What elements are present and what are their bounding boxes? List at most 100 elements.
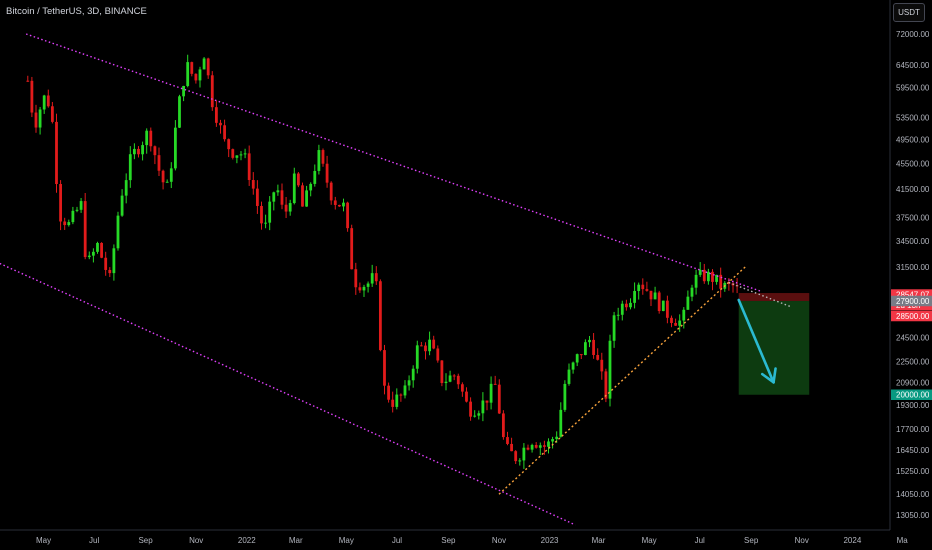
candle-body	[124, 180, 128, 196]
candle-body	[444, 381, 448, 384]
y-tick-label: 22500.00	[896, 358, 930, 367]
y-tick-label: 20900.00	[896, 378, 930, 387]
price-tag-bg	[891, 295, 932, 307]
candle-body	[145, 130, 149, 146]
candle-body	[305, 190, 308, 207]
y-tick-label: 14050.00	[896, 490, 930, 499]
candle-body	[637, 284, 641, 291]
price-tag-label: 27900.00	[896, 297, 930, 306]
candle-body	[415, 345, 419, 369]
candle-body	[280, 190, 284, 205]
candle-body	[579, 354, 583, 356]
y-tick-label: 17700.00	[896, 425, 930, 434]
x-tick-label: Jul	[392, 536, 402, 545]
candle-body	[313, 170, 317, 184]
candle-body	[79, 201, 83, 210]
candle-body	[235, 155, 239, 158]
candle-body	[329, 182, 333, 201]
candle-body	[374, 273, 378, 282]
x-tick-label: Ma	[897, 536, 909, 545]
candle-body	[608, 340, 612, 399]
candle-body	[538, 445, 542, 448]
candle-body	[210, 75, 214, 108]
currency-button[interactable]: USDT	[893, 3, 925, 22]
x-tick-label: 2022	[238, 536, 256, 545]
y-tick-label: 45500.00	[896, 159, 930, 168]
y-tick-label: 16450.00	[896, 446, 930, 455]
candle-body	[448, 375, 452, 382]
candle-body	[292, 173, 296, 204]
candle-body	[268, 201, 272, 223]
candle-body	[583, 342, 587, 356]
candle-body	[141, 145, 144, 155]
candle-body	[231, 149, 235, 158]
candle-body	[653, 292, 657, 300]
candle-body	[42, 95, 46, 110]
price-tag-label: 20000.00	[896, 391, 930, 400]
price-tag-bg	[891, 310, 932, 322]
candle-body	[227, 139, 231, 150]
candle-body	[71, 210, 75, 223]
candle-body	[219, 122, 222, 126]
candle-body	[629, 302, 632, 308]
candle-body	[276, 190, 280, 193]
candle-body	[428, 339, 431, 352]
candle-body	[161, 170, 165, 183]
candle-body	[514, 451, 518, 462]
candle-body	[424, 345, 427, 352]
candle-body	[694, 274, 698, 288]
candle-body	[727, 282, 731, 284]
candle-body	[260, 205, 263, 224]
candle-body	[489, 383, 493, 403]
candle-body	[198, 69, 202, 81]
candle-body	[194, 73, 198, 81]
candle-body	[317, 150, 321, 171]
candle-body	[661, 300, 665, 312]
candle-body	[34, 112, 38, 128]
candle-body	[342, 202, 345, 207]
candle-body	[542, 445, 546, 447]
candle-body	[399, 394, 403, 396]
candle-body	[321, 150, 325, 164]
candle-body	[55, 121, 58, 185]
candle-body	[460, 384, 464, 392]
candle-body	[178, 96, 181, 128]
candle-body	[702, 269, 706, 282]
candle-body	[247, 153, 251, 181]
candle-body	[719, 274, 723, 289]
candle-body	[325, 163, 329, 183]
candle-body	[641, 284, 645, 290]
candle-body	[378, 281, 382, 351]
candle-body	[354, 269, 358, 288]
candle-body	[452, 375, 456, 377]
candle-body	[571, 362, 575, 370]
stop-zone	[738, 293, 810, 302]
candle-body	[26, 80, 30, 82]
candle-body	[465, 391, 468, 402]
candle-body	[182, 85, 185, 97]
candle-body	[395, 394, 399, 407]
candle-body	[63, 221, 67, 226]
y-tick-label: 34500.00	[896, 237, 930, 246]
candle-body	[120, 195, 124, 216]
candle-body	[682, 309, 686, 321]
candle-body	[309, 183, 313, 191]
candle-body	[616, 314, 620, 316]
channel-lower-line	[0, 262, 576, 526]
y-tick-label: 59500.00	[896, 84, 930, 93]
candle-body	[690, 287, 694, 297]
candle-body	[30, 80, 34, 113]
x-tick-label: May	[36, 536, 51, 545]
candle-body	[567, 369, 571, 384]
y-tick-label: 15250.00	[896, 467, 930, 476]
y-tick-label: 31500.00	[896, 263, 930, 272]
candle-body	[67, 222, 71, 226]
candle-body	[555, 436, 559, 440]
candle-body	[165, 181, 169, 183]
down-arrow-head	[772, 367, 777, 384]
candle-body	[38, 109, 42, 128]
candle-body	[333, 200, 337, 205]
candle-body	[612, 315, 616, 341]
candle-body	[116, 215, 120, 249]
